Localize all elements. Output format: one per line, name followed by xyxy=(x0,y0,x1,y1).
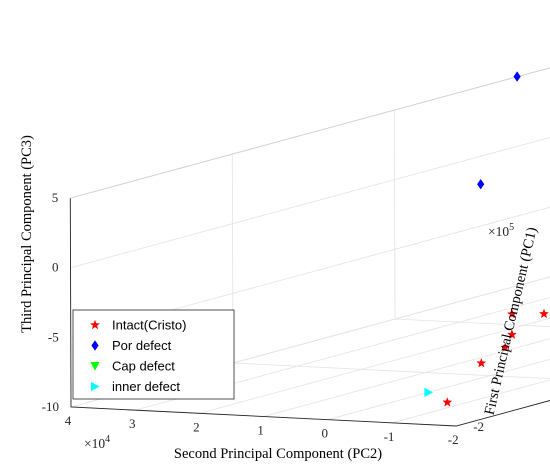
intact-cristo-point xyxy=(506,329,517,339)
grid-line xyxy=(327,358,550,421)
legend-marker-intact-cristo xyxy=(89,319,101,330)
y-tick-label: 4 xyxy=(65,413,72,428)
legend-label-cap-defect: Cap defect xyxy=(112,359,175,374)
axis-labels: Second Principal Component (PC2) Third Pr… xyxy=(19,135,541,462)
legend-marker-cap-defect xyxy=(90,362,100,371)
y-axis-title: Second Principal Component (PC2) xyxy=(174,446,382,462)
grid-line xyxy=(199,317,550,414)
por-defect-point xyxy=(477,179,485,190)
data-points xyxy=(424,71,549,407)
grid-line xyxy=(70,206,550,338)
z-tick-label: 5 xyxy=(52,190,59,205)
intact-cristo-point xyxy=(476,357,487,368)
legend-marker-inner-defect xyxy=(91,381,100,392)
axis-lines xyxy=(69,198,550,427)
legend-marker-por-defect xyxy=(91,340,99,351)
z-tick-label: -10 xyxy=(42,399,59,414)
axis-exponents: ×105 ×104 xyxy=(84,222,514,451)
y-tick-label: -2 xyxy=(448,432,459,447)
z-tick-label: -5 xyxy=(48,329,59,344)
intact-cristo-point xyxy=(442,397,453,407)
intact-cristo-point xyxy=(507,308,518,319)
inner-defect-point xyxy=(424,387,433,397)
legend-box xyxy=(72,309,235,400)
grid-line xyxy=(70,137,550,269)
y-tick-label: 2 xyxy=(193,419,200,434)
intact-cristo-point xyxy=(500,342,511,352)
x-tick-label: -2 xyxy=(473,419,484,434)
y-exponent-label: ×104 xyxy=(84,434,110,451)
grid-line xyxy=(394,318,550,328)
y-tick-label: 0 xyxy=(322,426,329,441)
y-tick-label: 3 xyxy=(129,416,136,431)
z-tick-label: 0 xyxy=(52,260,59,275)
y-tick-label: -1 xyxy=(384,429,395,444)
legend-label-por-defect: Por defect xyxy=(112,338,172,353)
legend[interactable]: Intact(Cristo) Por defect Cap defect inner … xyxy=(72,309,235,400)
y-tick-label: 1 xyxy=(257,423,264,438)
x-axis-title: First Principal Component (PC1) xyxy=(482,226,541,417)
intact-cristo-point xyxy=(538,308,549,319)
legend-label-intact-cristo: Intact(Cristo) xyxy=(112,318,186,333)
x-exponent-label: ×105 xyxy=(488,222,514,239)
grid-line xyxy=(393,110,396,320)
z-axis-title: Third Principal Component (PC3) xyxy=(19,135,35,333)
box-edges xyxy=(70,67,550,199)
grid-line xyxy=(391,379,550,424)
axes xyxy=(69,67,550,427)
por-defect-point xyxy=(513,71,521,82)
tick-labels: -2-10143210-1-2-10-505 xyxy=(42,190,484,447)
legend-label-inner-defect: inner defect xyxy=(112,379,180,394)
